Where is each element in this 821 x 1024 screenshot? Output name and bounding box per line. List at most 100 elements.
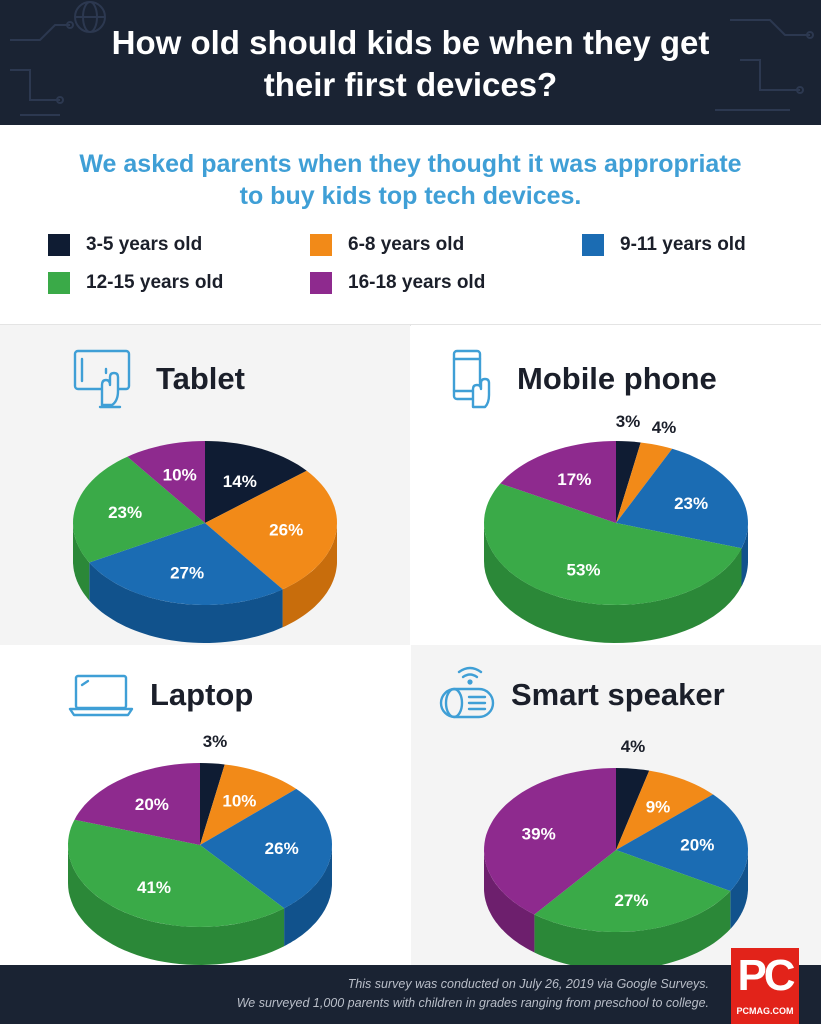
smart-speaker-pie-chart: 4% 9% 20% 27% 39% xyxy=(484,737,748,970)
pie-label-9-11-years-old: 27% xyxy=(170,564,204,583)
tablet-title: Tablet xyxy=(156,361,245,396)
legend-swatch xyxy=(310,234,332,256)
pie-label-16-18-years-old: 10% xyxy=(163,466,197,485)
pie-slice-12-15-years-old xyxy=(68,819,285,927)
header-banner: How old should kids be when they get the… xyxy=(0,0,821,125)
pie-label-3-5-years-old: 4% xyxy=(621,737,646,756)
pie-top xyxy=(484,768,748,932)
intro-text: We asked parents when they thought it wa… xyxy=(0,148,821,212)
footer-line-1: This survey was conducted on July 26, 20… xyxy=(347,977,709,991)
pie-label-16-18-years-old: 39% xyxy=(522,824,556,843)
intro-line-2: to buy kids top tech devices. xyxy=(239,182,582,210)
pie-slice-16-18-years-old xyxy=(127,441,205,523)
pie-side-9-11-years-old xyxy=(89,562,283,643)
tablet-touch-icon xyxy=(73,349,131,409)
legend-label: 6-8 years old xyxy=(348,234,465,255)
pie-top xyxy=(484,441,748,605)
pie-slice-3-5-years-old xyxy=(616,441,641,523)
pie-label-12-15-years-old: 53% xyxy=(566,561,600,580)
pie-side-12-15-years-old xyxy=(73,523,90,601)
laptop-pie-chart: 3% 10% 26% 41% 20% xyxy=(68,732,332,965)
legend-item-3-5: 3-5 years old xyxy=(48,232,202,258)
pie-slice-12-15-years-old xyxy=(534,850,731,932)
pie-side-12-15-years-old xyxy=(68,845,285,965)
pie-slice-6-8-years-old xyxy=(200,764,297,845)
pie-slice-16-18-years-old xyxy=(74,763,200,845)
mobile-phone-pie-chart: 3% 4% 23% 53% 17% xyxy=(484,412,748,643)
pie-label-12-15-years-old: 27% xyxy=(614,891,648,910)
pie-label-9-11-years-old: 20% xyxy=(680,835,714,854)
pie-side-walls xyxy=(68,845,332,965)
logo-subtext: PCMAG.COM xyxy=(736,1006,794,1016)
legend-item-16-18: 16-18 years old xyxy=(310,270,485,296)
laptop-icon xyxy=(68,674,134,717)
pie-side-12-15-years-old xyxy=(534,891,731,970)
legend-swatch xyxy=(48,234,70,256)
pie-slice-6-8-years-old xyxy=(616,770,713,850)
legend-swatch xyxy=(582,234,604,256)
pcmag-logo[interactable]: PC PCMAG.COM xyxy=(731,948,799,1024)
pie-label-9-11-years-old: 23% xyxy=(674,494,708,513)
pie-slice-6-8-years-old xyxy=(205,470,337,590)
laptop-panel: Laptop 3% 10% 26% 41% 20% xyxy=(0,645,410,965)
pie-slice-3-5-years-old xyxy=(616,768,650,850)
legend-swatch xyxy=(310,272,332,294)
pie-label-6-8-years-old: 10% xyxy=(222,791,256,810)
pie-label-3-5-years-old: 3% xyxy=(203,732,228,751)
pie-label-6-8-years-old: 26% xyxy=(269,520,303,539)
smart-speaker-panel: Smart speaker 4% 9% 20% 27% 39% xyxy=(411,645,821,970)
legend: 3-5 years old 6-8 years old 9-11 years o… xyxy=(48,232,788,312)
circuit-decoration xyxy=(10,1,814,116)
laptop-title: Laptop xyxy=(150,677,254,712)
pie-label-16-18-years-old: 20% xyxy=(135,795,169,814)
mobile-phone-title: Mobile phone xyxy=(517,361,717,396)
pie-slice-12-15-years-old xyxy=(73,456,205,563)
pie-side-9-11-years-old xyxy=(284,845,332,947)
smart-speaker-title: Smart speaker xyxy=(511,677,725,712)
pie-top xyxy=(73,441,337,605)
pie-label-16-18-years-old: 17% xyxy=(557,470,591,489)
legend-label: 9-11 years old xyxy=(620,234,746,255)
tablet-panel: Tablet 14% 26% 27% 23% 10% xyxy=(0,325,410,645)
smart-speaker-icon xyxy=(439,666,495,719)
pie-side-12-15-years-old xyxy=(484,523,742,643)
legend-item-12-15: 12-15 years old xyxy=(48,270,223,296)
pie-slice-9-11-years-old xyxy=(616,794,748,891)
tablet-pie-chart: 14% 26% 27% 23% 10% xyxy=(73,441,337,643)
pie-side-walls xyxy=(484,523,748,643)
pie-slice-16-18-years-old xyxy=(484,768,616,915)
pie-side-walls xyxy=(73,523,337,643)
pie-label-6-8-years-old: 4% xyxy=(652,418,677,437)
intro-line-1: We asked parents when they thought it wa… xyxy=(79,150,742,178)
legend-swatch xyxy=(48,272,70,294)
pie-label-3-5-years-old: 3% xyxy=(616,412,641,431)
pie-slice-16-18-years-old xyxy=(500,441,616,523)
legend-item-6-8: 6-8 years old xyxy=(310,232,464,258)
legend-item-9-11: 9-11 years old xyxy=(582,232,746,258)
pie-slice-3-5-years-old xyxy=(205,441,307,523)
pie-label-12-15-years-old: 41% xyxy=(137,878,171,897)
pie-slice-9-11-years-old xyxy=(616,448,748,549)
footer: This survey was conducted on July 26, 20… xyxy=(0,965,821,1024)
pie-side-9-11-years-old xyxy=(741,523,748,587)
section-divider xyxy=(0,324,821,326)
pie-label-6-8-years-old: 9% xyxy=(646,797,671,816)
phone-touch-icon xyxy=(452,349,491,409)
pie-side-16-18-years-old xyxy=(484,850,535,953)
pie-side-6-8-years-old xyxy=(282,523,337,628)
pie-label-9-11-years-old: 26% xyxy=(265,839,299,858)
legend-label: 12-15 years old xyxy=(86,272,224,293)
pie-slice-9-11-years-old xyxy=(89,523,283,605)
pie-label-12-15-years-old: 23% xyxy=(108,503,142,522)
pie-side-9-11-years-old xyxy=(730,850,748,929)
logo-text: PC xyxy=(737,951,795,1000)
title-line-2: their first devices? xyxy=(263,66,558,103)
pie-top xyxy=(68,763,332,927)
mobile-phone-panel: Mobile phone 3% 4% 23% 53% 17% xyxy=(411,325,821,645)
pie-slice-9-11-years-old xyxy=(200,788,332,909)
footer-line-2: We surveyed 1,000 parents with children … xyxy=(236,996,709,1010)
legend-label: 16-18 years old xyxy=(348,272,486,293)
pie-slice-6-8-years-old xyxy=(616,442,673,523)
title-line-1: How old should kids be when they get xyxy=(111,24,710,61)
pie-slice-12-15-years-old xyxy=(484,483,742,605)
